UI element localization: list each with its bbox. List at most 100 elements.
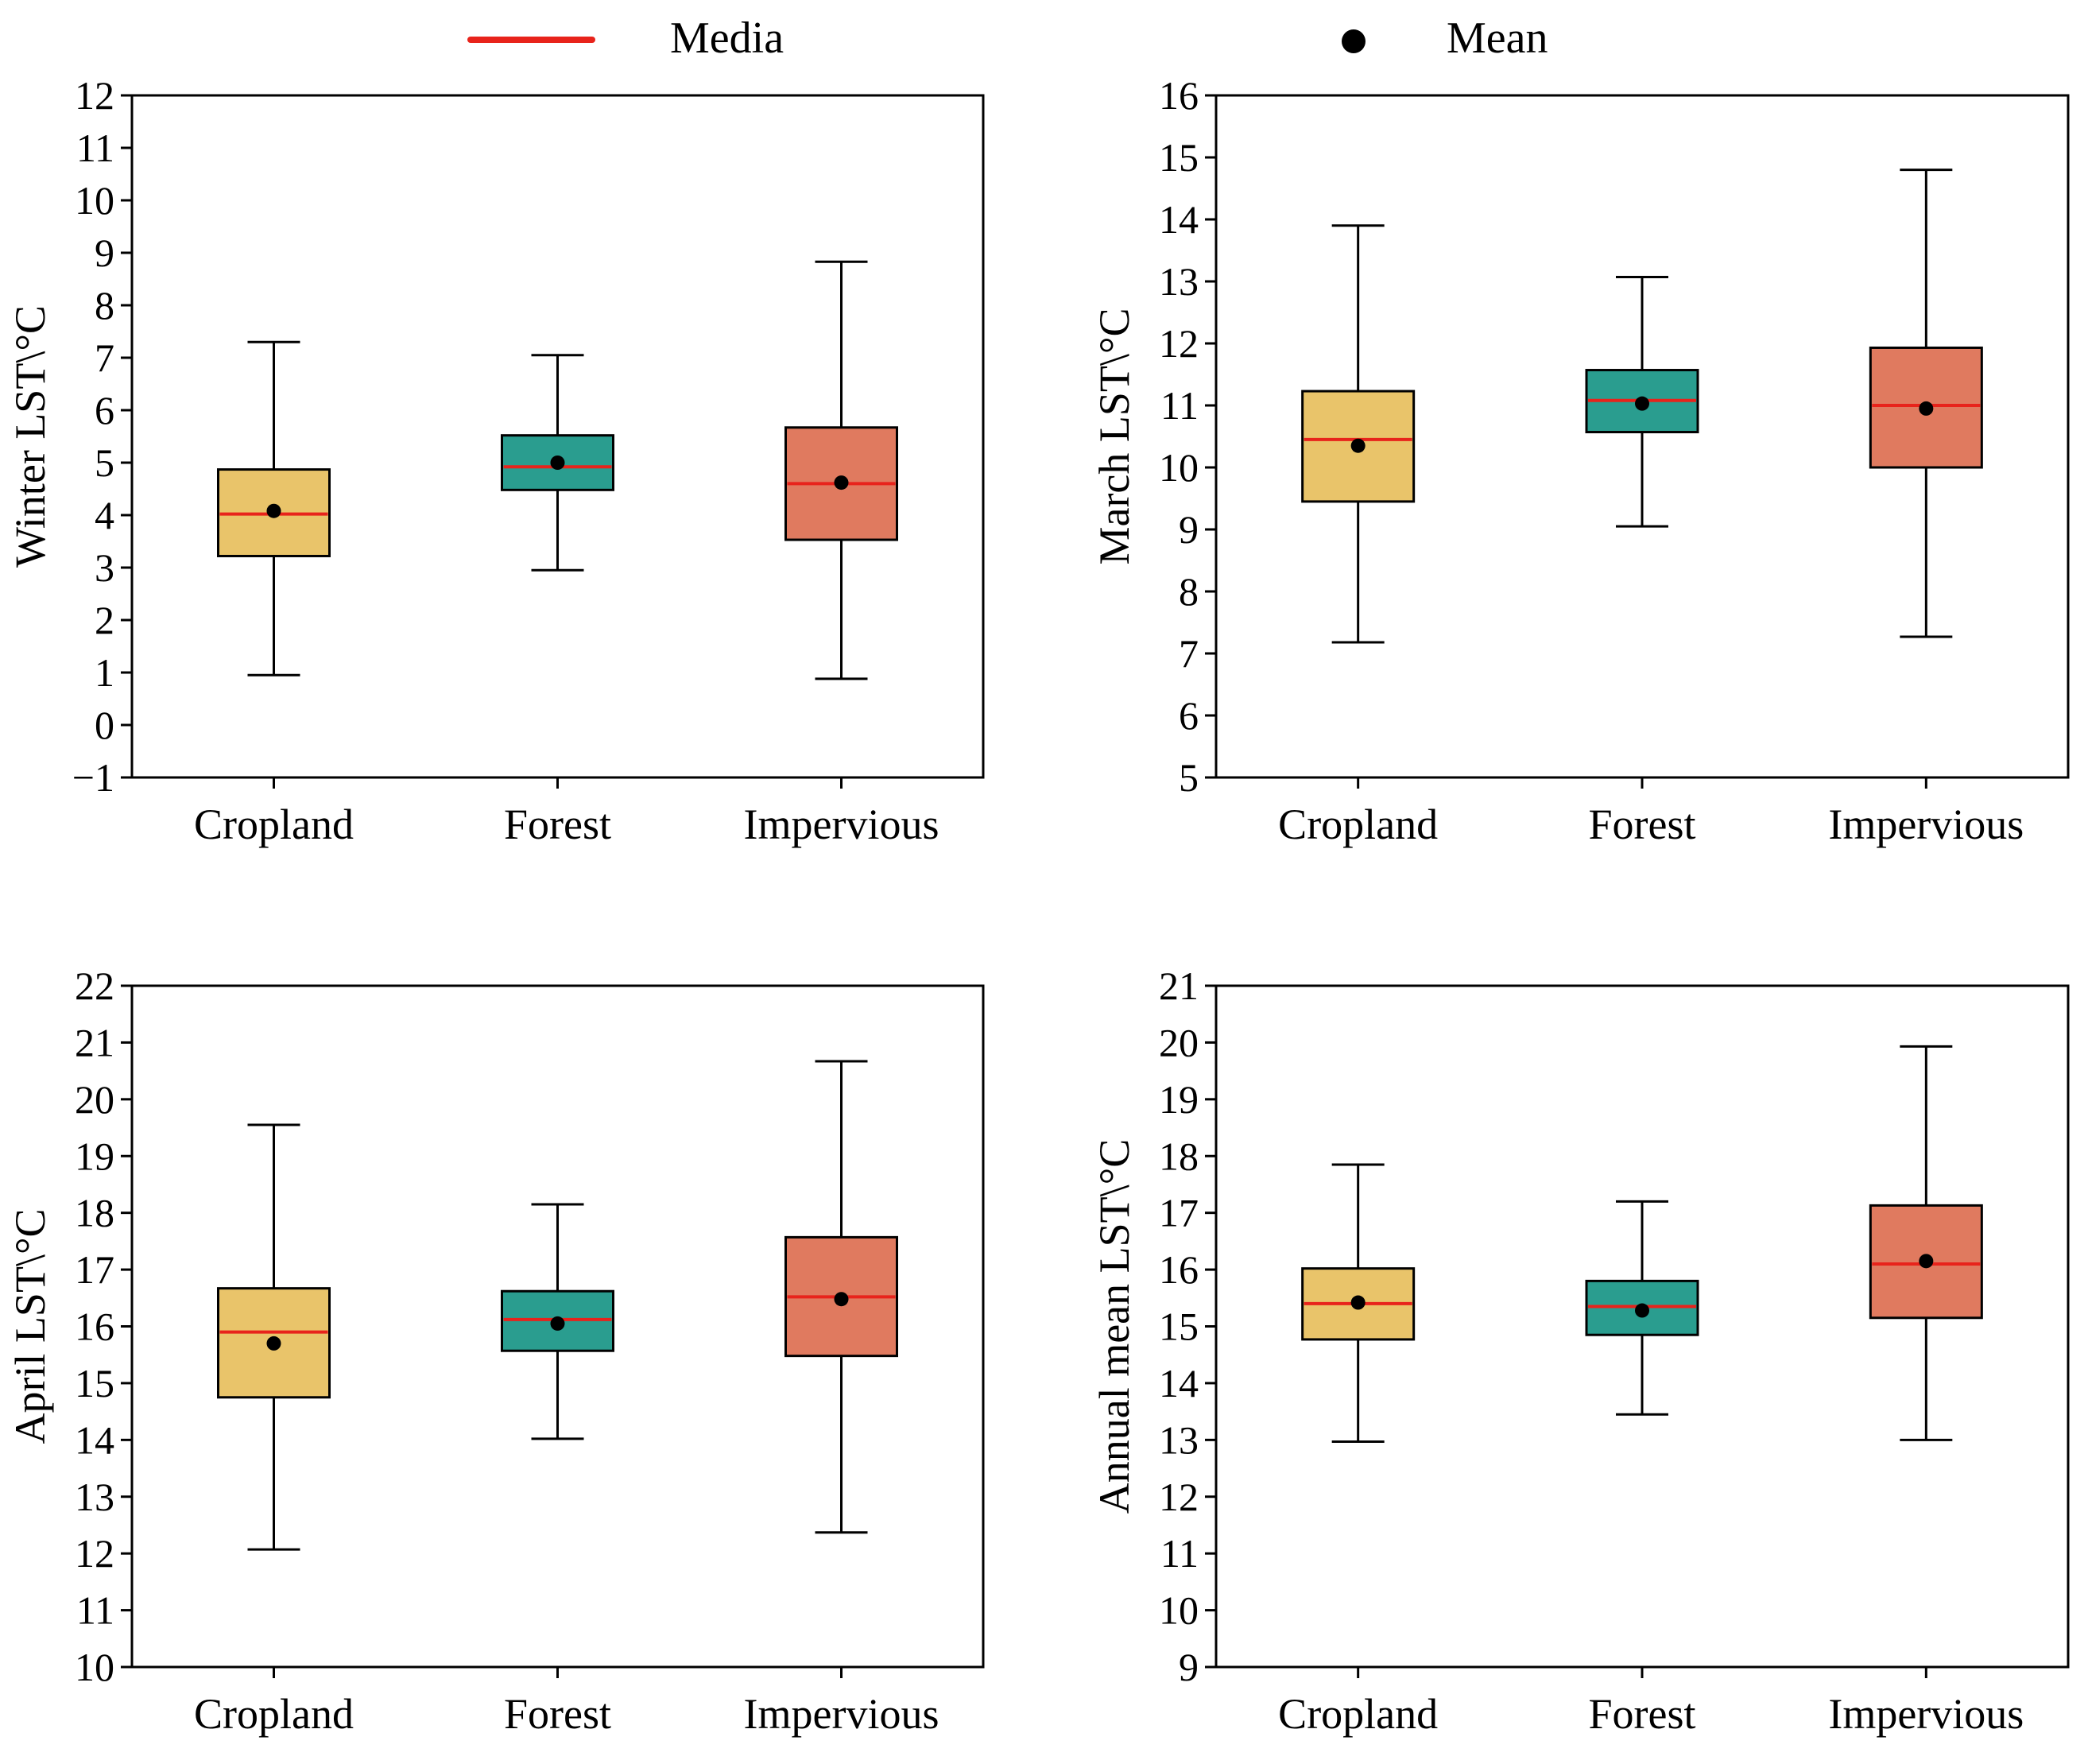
y-tick-label: 11 (76, 1588, 114, 1633)
box-cropland (217, 340, 331, 677)
y-tick-label: 10 (75, 1645, 114, 1689)
y-tick-label: 15 (1159, 135, 1199, 180)
y-tick-label: 22 (75, 963, 114, 1008)
mean-marker (1635, 396, 1649, 411)
y-tick-label: 15 (1159, 1305, 1199, 1349)
box-impervious (1869, 1045, 1983, 1441)
box-impervious (1869, 169, 1983, 638)
y-tick-label: 14 (75, 1417, 114, 1462)
x-tick-label-forest: Forest (1589, 801, 1696, 848)
y-tick-label: 10 (1159, 445, 1199, 490)
x-tick-label-cropland: Cropland (194, 801, 354, 848)
y-axis-title: March LST\°C (1090, 308, 1138, 564)
mean-marker (1350, 1295, 1366, 1310)
y-tick-label: 4 (95, 493, 114, 537)
x-tick-label-cropland: Cropland (1278, 801, 1438, 848)
y-tick-label: 11 (76, 126, 114, 170)
y-tick-label: 15 (75, 1361, 114, 1405)
y-tick-label: 10 (75, 178, 114, 223)
y-tick-label: 12 (1159, 1475, 1199, 1519)
y-tick-label: 17 (75, 1247, 114, 1292)
y-tick-label: 12 (1159, 321, 1199, 366)
y-tick-label: 16 (75, 1305, 114, 1349)
y-tick-label: −1 (72, 755, 114, 800)
y-tick-label: 20 (75, 1077, 114, 1122)
y-tick-label: 9 (1179, 507, 1199, 552)
y-tick-label: 19 (75, 1134, 114, 1178)
y-tick-label: 8 (95, 283, 114, 328)
x-tick-label-impervious: Impervious (1828, 1690, 2024, 1738)
y-tick-label: 21 (1159, 963, 1199, 1008)
mean-marker (266, 503, 281, 518)
y-tick-label: 1 (95, 650, 114, 695)
y-tick-label: 17 (1159, 1191, 1199, 1235)
y-tick-label: 11 (1160, 383, 1199, 428)
y-tick-label: 6 (95, 388, 114, 432)
y-tick-label: 18 (1159, 1134, 1199, 1178)
legend-mean-marker (1342, 29, 1366, 53)
y-tick-label: 16 (1159, 1247, 1199, 1292)
y-tick-label: 10 (1159, 1588, 1199, 1633)
box-cropland (1301, 224, 1416, 644)
x-tick-label-impervious: Impervious (744, 1690, 939, 1738)
y-tick-label: 12 (75, 73, 114, 118)
x-tick-label-forest: Forest (504, 801, 611, 848)
y-tick-label: 16 (1159, 73, 1199, 118)
mean-marker (1919, 401, 1934, 416)
y-tick-label: 20 (1159, 1020, 1199, 1064)
y-tick-label: 8 (1179, 569, 1199, 614)
y-tick-label: 7 (1179, 631, 1199, 676)
y-tick-label: 3 (95, 545, 114, 590)
y-tick-label: 5 (95, 440, 114, 485)
x-tick-label-impervious: Impervious (744, 801, 939, 848)
y-tick-label: 21 (75, 1020, 114, 1064)
y-tick-label: 9 (1179, 1645, 1199, 1689)
box-forest (1585, 1200, 1699, 1416)
y-tick-label: 6 (1179, 693, 1199, 738)
y-tick-label: 14 (1159, 1361, 1199, 1405)
mean-marker (550, 1316, 565, 1331)
y-tick-label: 13 (75, 1475, 114, 1519)
y-tick-label: 13 (1159, 1417, 1199, 1462)
mean-marker (834, 475, 849, 490)
mean-marker (1350, 438, 1366, 453)
x-tick-label-cropland: Cropland (1278, 1690, 1438, 1738)
y-tick-label: 9 (95, 231, 114, 275)
box-forest (501, 354, 614, 572)
mean-marker (550, 456, 565, 470)
y-tick-label: 5 (1179, 755, 1199, 800)
mean-marker (1635, 1303, 1649, 1318)
y-tick-label: 18 (75, 1191, 114, 1235)
x-tick-label-impervious: Impervious (1828, 801, 2024, 848)
mean-marker (1919, 1254, 1934, 1269)
x-tick-label-cropland: Cropland (194, 1690, 354, 1738)
box-forest (1585, 276, 1699, 528)
y-tick-label: 13 (1159, 259, 1199, 304)
mean-marker (266, 1336, 281, 1351)
box-cropland (1301, 1163, 1416, 1443)
mean-marker (834, 1292, 849, 1307)
x-tick-label-forest: Forest (1589, 1690, 1696, 1738)
y-tick-label: 7 (95, 335, 114, 380)
legend: Media Mean (467, 14, 1548, 63)
y-axis-title: Annual mean LST\°C (1090, 1139, 1138, 1514)
x-tick-label-forest: Forest (504, 1690, 611, 1738)
panel-april: 10 11 12 13 14 15 16 17 18 19 20 21 22 April LST\°C Cr… (6, 963, 985, 1738)
y-axis-title: Winter LST\°C (6, 305, 54, 568)
panel-annual-mean: 9 10 11 12 13 14 15 16 17 18 19 20 21 Annual mean LST… (1090, 963, 2070, 1738)
y-tick-label: 2 (95, 598, 114, 642)
y-tick-label: 11 (1160, 1531, 1199, 1576)
panel-march: 5 6 7 8 9 10 11 12 13 14 15 16 March LST\°C Cropland F… (1090, 73, 2070, 848)
y-tick-label: 14 (1159, 197, 1199, 242)
y-axis-title: April LST\°C (6, 1208, 54, 1444)
box-forest (501, 1203, 614, 1440)
y-tick-label: 0 (95, 703, 114, 747)
y-tick-label: 19 (1159, 1077, 1199, 1122)
y-tick-label: 12 (75, 1531, 114, 1576)
legend-median-label: Media (670, 14, 784, 63)
box-cropland (217, 1123, 331, 1551)
legend-mean-label: Mean (1447, 14, 1548, 63)
box-impervious (784, 260, 898, 680)
